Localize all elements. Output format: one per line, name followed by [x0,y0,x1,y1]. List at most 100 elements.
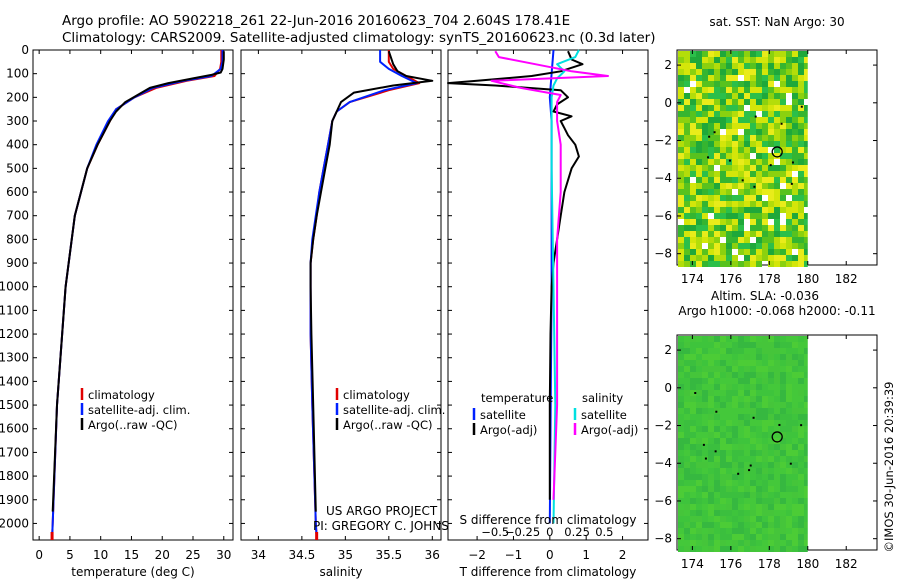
island-speck [694,392,697,395]
map-cell [780,468,786,474]
map-cell [732,432,738,438]
map-cell [744,360,750,366]
map-cell [768,360,774,366]
map-cell [774,474,780,480]
map-cell [762,111,768,117]
map-cell [720,390,726,396]
map-cell [678,57,684,63]
map-cell [786,402,792,408]
map-cell [750,492,756,498]
map-cell [696,480,702,486]
map-cell [756,360,762,366]
map-cell [714,468,720,474]
map-cell [768,432,774,438]
map-cell [690,111,696,117]
map-cell [750,243,756,249]
map-cell [756,384,762,390]
map-cell [684,420,690,426]
map-cell [696,354,702,360]
map-cell [678,231,684,237]
map-cell [768,171,774,177]
map-cell [804,129,808,135]
map-cell [774,231,780,237]
map-cell [750,51,756,57]
map-cell [786,63,792,69]
map-cell [750,255,756,261]
map-cell [684,249,690,255]
map-cell [732,426,738,432]
map-cell [768,213,774,219]
map-cell [708,480,714,486]
map-cell [726,498,732,504]
map-cell [762,534,768,540]
map-cell [726,255,732,261]
map-cell [726,540,732,546]
map-cell [756,75,762,81]
map-cell [696,237,702,243]
map-cell [690,480,696,486]
map-cell [798,57,804,63]
map-cell [720,111,726,117]
map-cell [720,177,726,183]
map-cell [690,534,696,540]
map-cell [774,237,780,243]
annotation-project: US ARGO PROJECT [326,504,438,518]
map-cell [696,372,702,378]
map-cell [798,498,804,504]
map-cell [690,504,696,510]
map-cell [792,219,798,225]
map-cell [786,486,792,492]
map-cell [792,348,798,354]
map-cell [768,354,774,360]
map-cell [804,141,808,147]
map-cell [708,510,714,516]
map-cell [798,147,804,153]
map-cell [720,438,726,444]
map-cell [720,99,726,105]
map-cell [762,147,768,153]
map-cell [780,342,786,348]
map-cell [726,189,732,195]
map-cell [696,219,702,225]
map-cell [696,165,702,171]
map-cell [762,105,768,111]
map-cell [690,450,696,456]
map-cell [726,396,732,402]
map-cell [720,195,726,201]
map-cell [708,75,714,81]
map-cell [798,546,804,552]
argo-position-marker [771,146,783,158]
map-cell [786,480,792,486]
map-cell [798,237,804,243]
map-cell [798,480,804,486]
map-cell [708,504,714,510]
map-cell [756,462,762,468]
map-cell [708,534,714,540]
depth-tick-label: 1400 [0,374,29,388]
map-cell [690,57,696,63]
map-cell [774,99,780,105]
map-cell [804,414,808,420]
map-cell [714,189,720,195]
map-cell [786,201,792,207]
map-cell [792,183,798,189]
map-cell [774,195,780,201]
map-cell [768,504,774,510]
map-cell [798,534,804,540]
map-cell [708,522,714,528]
map-cell [792,540,798,546]
map-cell [762,165,768,171]
map-cell [768,516,774,522]
map-cell [690,468,696,474]
map-cell [696,243,702,249]
map-cell [678,504,684,510]
map-cell [696,135,702,141]
map-cell [774,450,780,456]
map-cell [738,342,744,348]
map-y-tick-label: 2 [664,343,672,357]
map-cell [792,99,798,105]
map-cell [708,456,714,462]
map-cell [738,225,744,231]
map-cell [708,189,714,195]
map-cell [804,510,808,516]
